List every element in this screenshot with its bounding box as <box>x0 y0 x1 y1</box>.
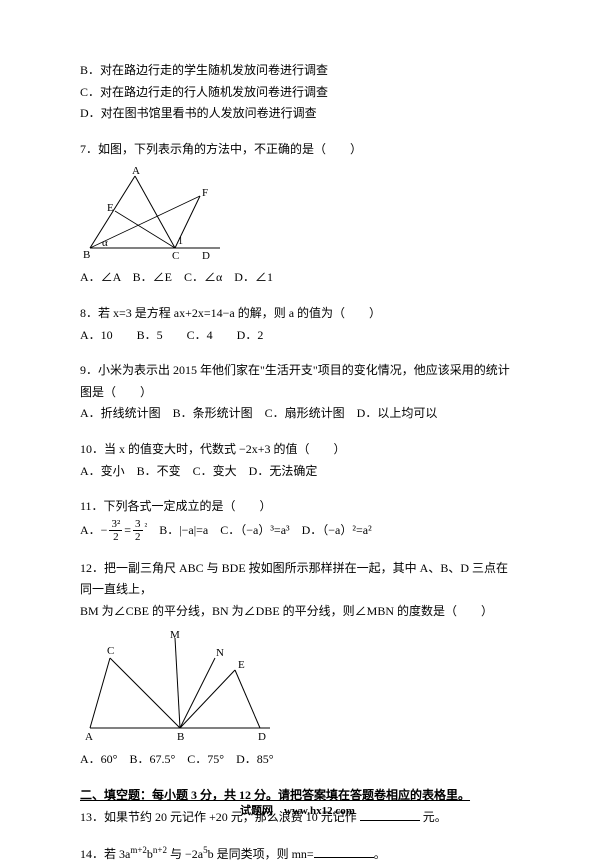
q12-label-m: M <box>170 629 180 641</box>
page-footer: 试题网 www.hx12.com <box>0 802 595 822</box>
q14: 14．若 3am+2bn+2 与 −2a5b 是同类项，则 mn=。 <box>80 842 515 866</box>
q11-stem: 11．下列各式一定成立的是（ ） <box>80 496 515 518</box>
q9-opts: A．折线统计图 B．条形统计图 C．扇形统计图 D．以上均可以 <box>80 403 515 425</box>
q7-opts: A．∠A B．∠E C．∠α D．∠1 <box>80 267 515 289</box>
q7-label-one: 1 <box>178 236 183 247</box>
q8-opts: A．10 B．5 C．4 D．2 <box>80 325 515 347</box>
q10-stem: 10．当 x 的值变大时，代数式 −2x+3 的值（ ） <box>80 439 515 461</box>
q12-label-c: C <box>107 645 114 657</box>
q7-stem: 7．如图，下列表示角的方法中，不正确的是（ ） <box>80 139 515 161</box>
q10-opts: A．变小 B．不变 C．变大 D．无法确定 <box>80 461 515 483</box>
q7-label-b: B <box>83 249 90 261</box>
q10: 10．当 x 的值变大时，代数式 −2x+3 的值（ ） A．变小 B．不变 C… <box>80 439 515 482</box>
q14-p1: 14．若 3a <box>80 847 130 861</box>
q6-options: B．对在路边行走的学生随机发放问卷进行调查 C．对在路边行走的行人随机发放问卷进… <box>80 60 515 125</box>
q11-optB: B．|−a|=a C．（−a）³=a³ D．（−a）²=a² <box>147 523 371 537</box>
q7-label-c: C <box>172 250 179 261</box>
q11: 11．下列各式一定成立的是（ ） A．−3²2=32² B．|−a|=a C．（… <box>80 496 515 543</box>
q12-stem2: BM 为∠CBE 的平分线，BN 为∠DBE 的平分线，则∠MBN 的度数是（ … <box>80 601 515 623</box>
q12-diagram: A B C D E M N <box>80 628 515 743</box>
q8-stem: 8．若 x=3 是方程 ax+2x=14−a 的解，则 a 的值为（ ） <box>80 303 515 325</box>
q6-opt-d: D．对在图书馆里看书的人发放问卷进行调查 <box>80 103 515 125</box>
q11-opts: A．−3²2=32² B．|−a|=a C．（−a）³=a³ D．（−a）²=a… <box>80 518 515 544</box>
q12-stem1: 12．把一副三角尺 ABC 与 BDE 按如图所示那样拼在一起，其中 A、B、D… <box>80 558 515 601</box>
q14-blank <box>314 845 374 858</box>
q7: 7．如图，下列表示角的方法中，不正确的是（ ） A B C D E F α 1 … <box>80 139 515 289</box>
q11-optA-prefix: A．− <box>80 523 107 537</box>
q7-diagram: A B C D E F α 1 <box>80 166 515 261</box>
q12-opts: A．60° B．67.5° C．75° D．85° <box>80 749 515 771</box>
q6-opt-c: C．对在路边行走的行人随机发放问卷进行调查 <box>80 82 515 104</box>
q12-label-n: N <box>216 647 224 659</box>
q7-label-alpha: α <box>102 237 108 249</box>
q7-label-a: A <box>132 166 140 177</box>
q12-label-d: D <box>258 731 266 743</box>
q8: 8．若 x=3 是方程 ax+2x=14−a 的解，则 a 的值为（ ） A．1… <box>80 303 515 346</box>
q12-label-b: B <box>177 731 184 743</box>
q6-opt-b: B．对在路边行走的学生随机发放问卷进行调查 <box>80 60 515 82</box>
q9: 9．小米为表示出 2015 年他们家在"生活开支"项目的变化情况，他应该采用的统… <box>80 360 515 425</box>
q7-label-f: F <box>202 187 208 199</box>
q9-stem: 9．小米为表示出 2015 年他们家在"生活开支"项目的变化情况，他应该采用的统… <box>80 360 515 403</box>
q12: 12．把一副三角尺 ABC 与 BDE 按如图所示那样拼在一起，其中 A、B、D… <box>80 558 515 771</box>
q7-label-d: D <box>202 250 210 261</box>
q12-label-a: A <box>85 731 93 743</box>
q7-label-e: E <box>107 202 114 214</box>
q11-frac1: 3²2 <box>109 518 122 543</box>
q12-label-e: E <box>238 659 245 671</box>
q11-frac2: 32 <box>133 518 143 543</box>
